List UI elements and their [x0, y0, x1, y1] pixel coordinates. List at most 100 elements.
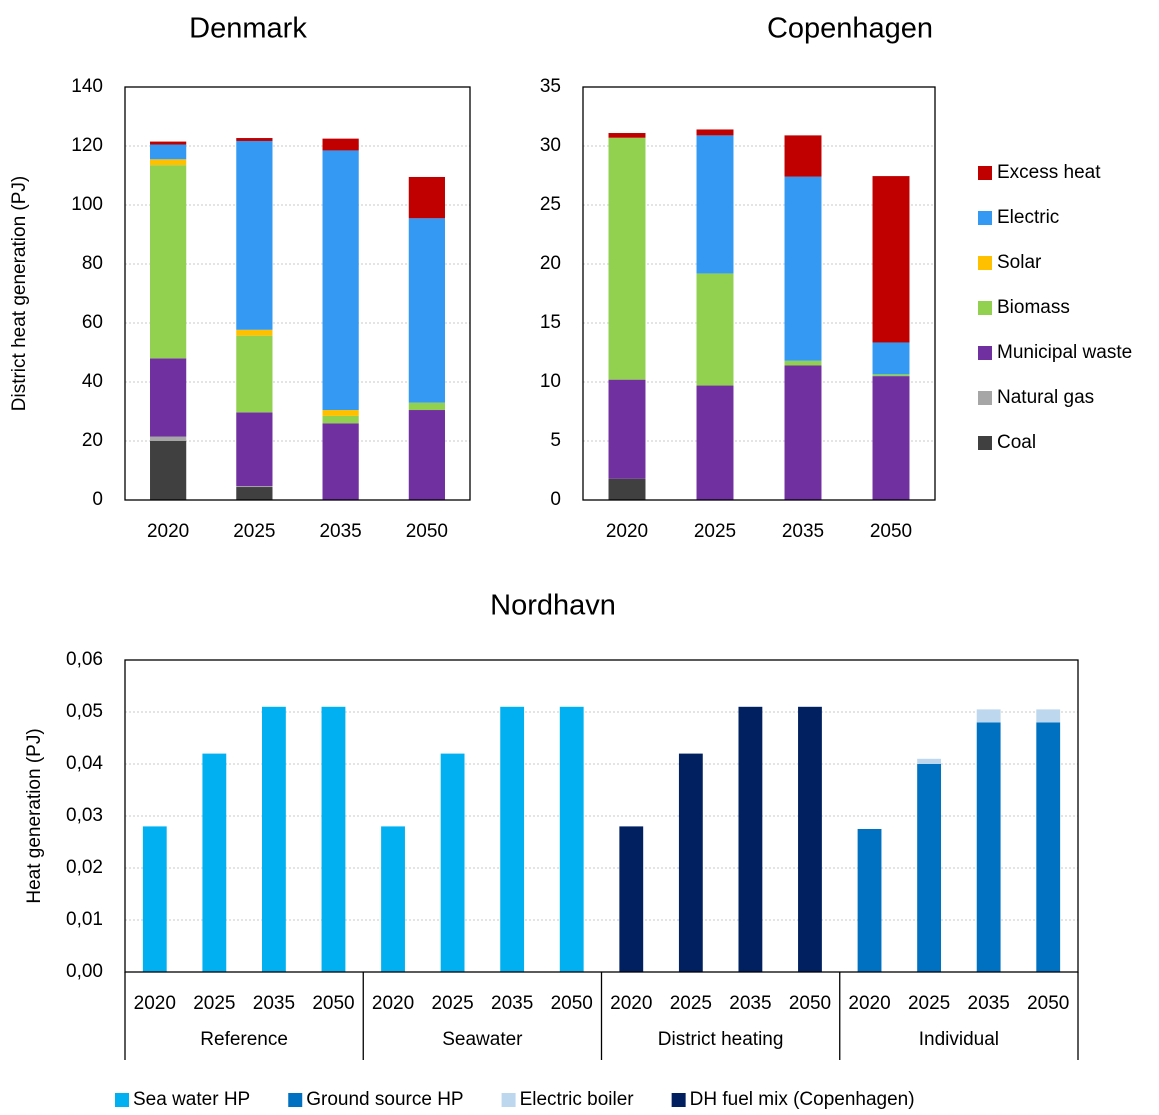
bar-segment	[408, 402, 445, 411]
bar-segment	[322, 415, 359, 424]
chart-title: Copenhagen	[767, 13, 933, 45]
x-tick-label: 2025	[233, 521, 275, 542]
legend-label: Electric	[997, 207, 1059, 228]
bar-segment	[150, 141, 187, 145]
bar-segment	[784, 176, 822, 361]
y-tick-label: 5	[550, 430, 561, 451]
bar-segment	[408, 410, 445, 500]
bar-segment	[559, 706, 584, 972]
bar-segment	[608, 379, 646, 479]
legend-swatch	[671, 1093, 686, 1107]
y-axis-title: District heat generation (PJ)	[9, 176, 30, 412]
chart-title: Nordhavn	[490, 590, 616, 622]
x-tick-label: 2035	[782, 521, 824, 542]
x-tick-label: 2020	[372, 993, 414, 1014]
bar-segment	[696, 129, 734, 136]
y-tick-label: 20	[82, 430, 103, 451]
bar-segment	[696, 273, 734, 386]
y-tick-label: 0	[92, 489, 103, 510]
x-tick-label: 2035	[729, 993, 771, 1014]
y-tick-label: 10	[540, 371, 561, 392]
x-tick-label: 2050	[789, 993, 831, 1014]
legend-label: Solar	[997, 252, 1042, 273]
x-tick-label: 2050	[551, 993, 593, 1014]
x-tick-label: 2020	[610, 993, 652, 1014]
legend-label: Coal	[997, 432, 1036, 453]
legend-label: Municipal waste	[997, 342, 1132, 363]
y-tick-label: 25	[540, 194, 561, 215]
bar-segment	[322, 410, 359, 416]
y-tick-label: 0	[550, 489, 561, 510]
bar-segment	[872, 342, 910, 375]
y-axis-title: Heat generation (PJ)	[24, 728, 45, 903]
bar-segment	[236, 140, 273, 330]
x-tick-label: 2050	[870, 521, 912, 542]
bar-segment	[500, 706, 525, 972]
y-tick-label: 40	[82, 371, 103, 392]
x-tick-label: 2025	[694, 521, 736, 542]
legend-label: Natural gas	[997, 387, 1094, 408]
x-tick-label: 2050	[1027, 993, 1069, 1014]
bar-segment	[696, 135, 734, 274]
bar-segment	[150, 436, 187, 441]
x-tick-label: 2025	[431, 993, 473, 1014]
y-tick-label: 0,02	[66, 857, 103, 878]
bar-segment	[608, 133, 646, 138]
bar-segment	[236, 335, 273, 413]
y-tick-label: 120	[71, 135, 103, 156]
plot-frame	[582, 86, 936, 501]
bar-segment	[784, 360, 822, 366]
y-tick-label: 20	[540, 253, 561, 274]
x-tick-label: 2025	[193, 993, 235, 1014]
bar-segment	[872, 376, 910, 500]
y-tick-label: 100	[71, 194, 103, 215]
bar-segment	[150, 358, 187, 437]
bar-segment	[1036, 722, 1061, 972]
group-label: District heating	[658, 1029, 784, 1050]
bar-segment	[798, 706, 822, 972]
bar-segment	[738, 706, 763, 972]
bar-segment	[202, 753, 227, 972]
legend-label: DH fuel mix (Copenhagen)	[690, 1089, 915, 1110]
bar-segment	[872, 374, 910, 377]
x-tick-label: 2035	[253, 993, 295, 1014]
bar-segment	[236, 412, 273, 487]
x-tick-label: 2050	[312, 993, 354, 1014]
bar-segment	[608, 137, 646, 380]
bar-segment	[696, 385, 734, 500]
x-tick-label: 2035	[491, 993, 533, 1014]
bar-segment	[322, 138, 359, 151]
legend-label: Excess heat	[997, 162, 1101, 183]
bar-segment	[236, 487, 273, 500]
legend-swatch	[978, 391, 992, 405]
bar-segment	[784, 365, 822, 500]
bar-segment	[857, 829, 882, 972]
legend-swatch	[288, 1093, 303, 1107]
y-tick-label: 0,06	[66, 649, 103, 670]
legend-swatch	[978, 166, 992, 180]
y-tick-label: 0,04	[66, 753, 103, 774]
bar-segment	[236, 486, 273, 488]
legend-label: Sea water HP	[133, 1089, 250, 1110]
y-tick-label: 60	[82, 312, 103, 333]
legend-label: Electric boiler	[520, 1089, 635, 1110]
legend-swatch	[978, 256, 992, 270]
bar-segment	[381, 826, 405, 972]
bar-segment	[872, 176, 910, 343]
bar-segment	[440, 753, 465, 972]
group-label: Seawater	[442, 1029, 523, 1050]
group-label: Individual	[919, 1029, 999, 1050]
bar-segment	[321, 706, 346, 972]
y-tick-label: 140	[71, 76, 103, 97]
x-tick-label: 2025	[670, 993, 712, 1014]
legend-swatch	[115, 1093, 129, 1107]
x-tick-label: 2025	[908, 993, 950, 1014]
legend-swatch	[978, 211, 992, 225]
x-tick-label: 2020	[848, 993, 890, 1014]
legend-swatch	[978, 346, 992, 360]
bar-segment	[408, 176, 445, 219]
bar-segment	[322, 150, 359, 411]
bar-segment	[678, 753, 703, 972]
legend-swatch	[978, 436, 992, 450]
